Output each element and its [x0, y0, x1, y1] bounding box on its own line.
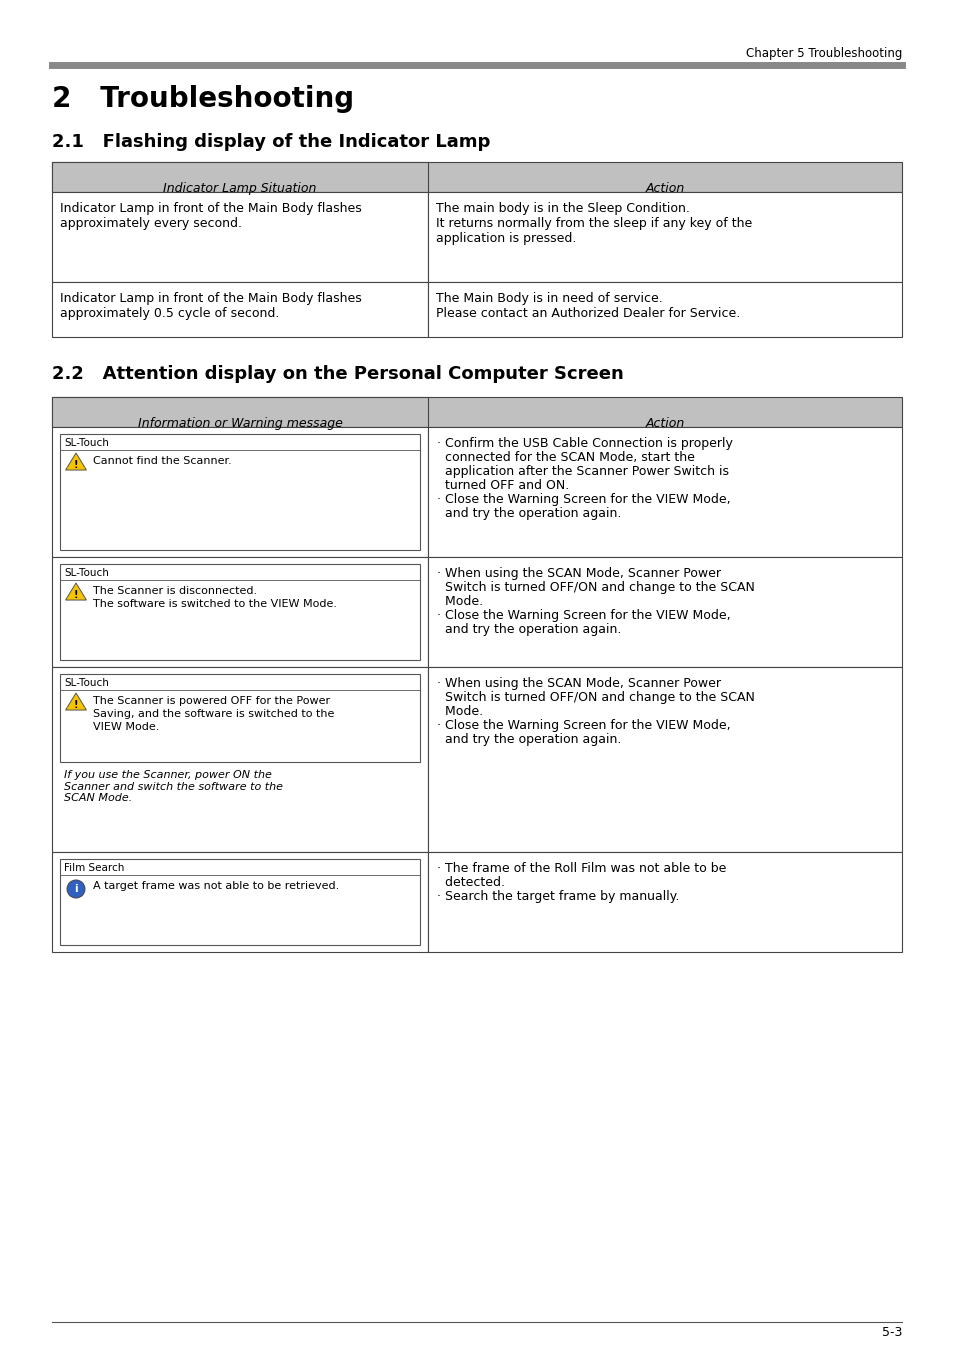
Polygon shape: [66, 693, 87, 710]
Bar: [52, 162, 428, 192]
Bar: [52, 397, 428, 427]
Circle shape: [67, 880, 85, 898]
Bar: [52, 282, 428, 338]
Bar: [52, 397, 901, 427]
Text: turned OFF and ON.: turned OFF and ON.: [436, 479, 569, 491]
Text: detected.: detected.: [436, 876, 504, 890]
Text: 2.2   Attention display on the Personal Computer Screen: 2.2 Attention display on the Personal Co…: [52, 364, 623, 383]
Bar: [428, 427, 901, 558]
Text: · Close the Warning Screen for the VIEW Mode,: · Close the Warning Screen for the VIEW …: [436, 720, 730, 732]
Bar: [52, 192, 428, 282]
Bar: [428, 667, 901, 852]
Bar: [52, 667, 428, 852]
Text: Switch is turned OFF/ON and change to the SCAN: Switch is turned OFF/ON and change to th…: [436, 691, 754, 703]
Text: Action: Action: [644, 417, 684, 431]
Text: SL-Touch: SL-Touch: [64, 568, 109, 578]
Bar: [428, 192, 901, 282]
Bar: [60, 433, 419, 549]
Text: 2   Troubleshooting: 2 Troubleshooting: [52, 85, 354, 113]
Bar: [60, 674, 419, 761]
Bar: [52, 162, 901, 192]
Text: Film Search: Film Search: [64, 863, 124, 873]
Text: The Scanner is powered OFF for the Power: The Scanner is powered OFF for the Power: [92, 697, 330, 706]
Text: i: i: [74, 884, 78, 894]
Text: VIEW Mode.: VIEW Mode.: [92, 722, 159, 732]
Text: Action: Action: [644, 182, 684, 194]
Text: 2.1   Flashing display of the Indicator Lamp: 2.1 Flashing display of the Indicator La…: [52, 134, 490, 151]
Bar: [428, 282, 901, 338]
Text: Mode.: Mode.: [436, 705, 482, 718]
Bar: [52, 427, 428, 558]
Bar: [428, 852, 901, 952]
Text: The Scanner is disconnected.: The Scanner is disconnected.: [92, 586, 257, 595]
Text: A target frame was not able to be retrieved.: A target frame was not able to be retrie…: [92, 882, 339, 891]
Text: Switch is turned OFF/ON and change to the SCAN: Switch is turned OFF/ON and change to th…: [436, 580, 754, 594]
Text: Mode.: Mode.: [436, 595, 482, 608]
Text: If you use the Scanner, power ON the
Scanner and switch the software to the
SCAN: If you use the Scanner, power ON the Sca…: [64, 769, 283, 803]
Text: · The frame of the Roll Film was not able to be: · The frame of the Roll Film was not abl…: [436, 863, 725, 875]
Text: The main body is in the Sleep Condition.
It returns normally from the sleep if a: The main body is in the Sleep Condition.…: [436, 202, 752, 244]
Text: 5-3: 5-3: [881, 1326, 901, 1339]
Bar: [60, 859, 419, 945]
Text: · Close the Warning Screen for the VIEW Mode,: · Close the Warning Screen for the VIEW …: [436, 609, 730, 622]
Text: and try the operation again.: and try the operation again.: [436, 733, 620, 747]
Text: SL-Touch: SL-Touch: [64, 437, 109, 448]
Text: · Search the target frame by manually.: · Search the target frame by manually.: [436, 890, 679, 903]
Bar: [52, 852, 428, 952]
Text: The software is switched to the VIEW Mode.: The software is switched to the VIEW Mod…: [92, 599, 336, 609]
Text: Indicator Lamp in front of the Main Body flashes
approximately every second.: Indicator Lamp in front of the Main Body…: [60, 202, 361, 230]
Text: Information or Warning message: Information or Warning message: [137, 417, 342, 431]
Text: !: !: [73, 590, 78, 601]
Text: Indicator Lamp in front of the Main Body flashes
approximately 0.5 cycle of seco: Indicator Lamp in front of the Main Body…: [60, 292, 361, 320]
Text: · Confirm the USB Cable Connection is properly: · Confirm the USB Cable Connection is pr…: [436, 437, 732, 450]
Text: · When using the SCAN Mode, Scanner Power: · When using the SCAN Mode, Scanner Powe…: [436, 676, 720, 690]
Text: Saving, and the software is switched to the: Saving, and the software is switched to …: [92, 709, 334, 720]
Text: !: !: [73, 460, 78, 470]
Text: The Main Body is in need of service.
Please contact an Authorized Dealer for Ser: The Main Body is in need of service. Ple…: [436, 292, 740, 320]
Polygon shape: [66, 583, 87, 599]
Text: !: !: [73, 701, 78, 710]
Text: and try the operation again.: and try the operation again.: [436, 508, 620, 520]
Bar: [428, 558, 901, 667]
Polygon shape: [66, 454, 87, 470]
Text: · Close the Warning Screen for the VIEW Mode,: · Close the Warning Screen for the VIEW …: [436, 493, 730, 506]
Bar: [60, 564, 419, 660]
Text: Cannot find the Scanner.: Cannot find the Scanner.: [92, 456, 232, 466]
Bar: [52, 558, 428, 667]
Text: Indicator Lamp Situation: Indicator Lamp Situation: [163, 182, 316, 194]
Text: and try the operation again.: and try the operation again.: [436, 622, 620, 636]
Text: application after the Scanner Power Switch is: application after the Scanner Power Swit…: [436, 464, 728, 478]
Text: Chapter 5 Troubleshooting: Chapter 5 Troubleshooting: [745, 47, 901, 59]
Text: connected for the SCAN Mode, start the: connected for the SCAN Mode, start the: [436, 451, 694, 464]
Text: · When using the SCAN Mode, Scanner Power: · When using the SCAN Mode, Scanner Powe…: [436, 567, 720, 580]
Text: SL-Touch: SL-Touch: [64, 678, 109, 688]
